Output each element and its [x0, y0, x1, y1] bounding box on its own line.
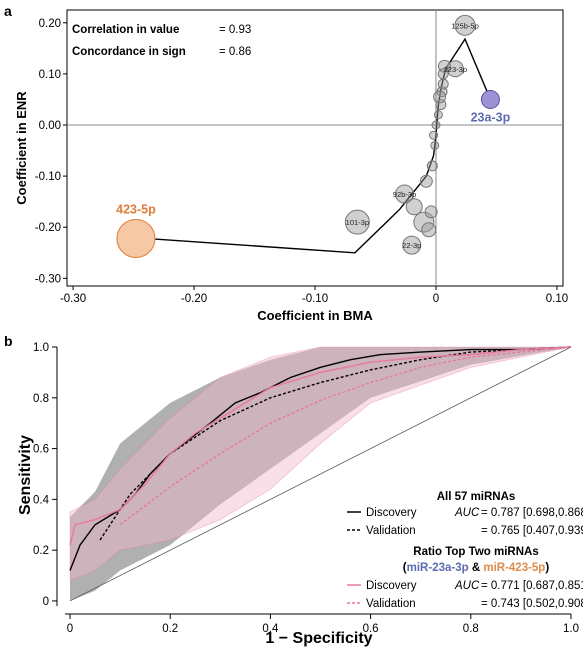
- x-tick-label: 0.10: [546, 293, 568, 305]
- confidence-bands: [69, 346, 572, 601]
- legend-name-validation-ratio: Validation: [366, 598, 416, 610]
- band-ratio_validation: [69, 346, 572, 582]
- legend: All 57 miRNAs Discovery AUC = 0.787 [0.6…: [347, 491, 583, 610]
- legend-auc-label-ratio: AUC: [454, 580, 480, 592]
- roc-panel: 0 0.2 0.4 0.6 0.8 1.0 0 0.2 0.4 0.6 0.8 1.0 1 − Sp…: [17, 342, 583, 647]
- point-label-22-3p: 22-3p: [402, 241, 421, 250]
- point-22-3p: [402, 235, 422, 255]
- legend-auc-label-all: AUC: [454, 507, 480, 519]
- roc-curves: [69, 346, 572, 571]
- stat-concordance-value: = 0.86: [219, 46, 251, 58]
- diagonal-line: [69, 346, 572, 602]
- x-tick-label: 1.0: [563, 623, 579, 635]
- point-unlabeled-13: [429, 130, 439, 140]
- point-label-92b-3p: 92b-3p: [393, 190, 416, 199]
- y-tick-label: 0: [43, 596, 49, 608]
- x-axis-label: Coefficient in BMA: [257, 308, 373, 323]
- y-tick-label: 0.6: [33, 444, 49, 456]
- legend-sub-open: (: [403, 562, 407, 574]
- point-unlabeled-10: [424, 205, 438, 219]
- y-axis-ticks: -0.30 -0.20 -0.10 0.00 0.10 0.20: [35, 18, 67, 285]
- point-92b-3p: [395, 184, 415, 204]
- scatter-panel: 423-5p 23a-3p 101-3p 125b-5p 223-3p 92b-3p 22-…: [14, 9, 568, 323]
- point-125b-5p: [454, 14, 476, 36]
- x-axis-ticks: -0.30 -0.20 -0.10 0 0.10: [60, 286, 568, 305]
- legend-sub-423: miR-423-5p: [483, 562, 545, 574]
- y-tick-label: 0.00: [39, 120, 61, 132]
- legend-auc-discovery-ratio: = 0.771 [0.687,0.851]: [481, 580, 583, 592]
- legend-name-discovery-all: Discovery: [366, 507, 417, 519]
- x-tick-label: -0.20: [181, 293, 207, 305]
- y-axis-label: Coefficient in ENR: [14, 91, 29, 205]
- x-tick-label: 0.2: [162, 623, 178, 635]
- point-unlabeled-12: [426, 160, 438, 172]
- legend-auc-validation-ratio: = 0.743 [0.502,0.908]: [481, 598, 583, 610]
- x-axis-ticks: 0 0.2 0.4 0.6 0.8 1.0: [67, 614, 579, 635]
- point-unlabeled-22: [437, 68, 449, 80]
- curve-ratio-validation: [119, 346, 572, 526]
- trend-line: [145, 37, 492, 254]
- x-tick-label: -0.10: [302, 293, 328, 305]
- legend-group2-subtitle: (miR-23a-3p & miR-423-5p): [403, 562, 550, 574]
- point-unlabeled-9: [421, 222, 437, 238]
- band-all_57_validation: [70, 347, 572, 601]
- point-423-5p: [116, 218, 156, 258]
- legend-auc-validation-all: = 0.765 [0.407,0.939]: [481, 525, 583, 537]
- y-axis-label: Sensitivity: [17, 435, 34, 515]
- point-unlabeled-15: [431, 120, 441, 130]
- point-101-3p: [344, 209, 370, 235]
- panel-label-a: a: [4, 3, 12, 19]
- panel-label-b: b: [4, 333, 13, 349]
- point-unlabeled-16: [433, 110, 443, 120]
- point-label-125b-5p: 125b-5p: [451, 21, 479, 30]
- trend-polyline: [145, 37, 492, 254]
- point-unlabeled-19: [437, 78, 449, 90]
- stat-correlation-value: = 0.93: [219, 24, 251, 36]
- y-tick-label: 0.4: [33, 494, 50, 506]
- y-tick-label: 0.20: [39, 18, 61, 30]
- x-tick-label: 0.4: [262, 623, 279, 635]
- point-label-423-5p: 423-5p: [116, 202, 156, 216]
- x-tick-label: -0.30: [60, 293, 86, 305]
- y-axis-ticks: 0 0.2 0.4 0.6 0.8 1.0: [33, 342, 57, 608]
- legend-name-validation-all: Validation: [366, 525, 416, 537]
- x-tick-label: 0: [433, 293, 439, 305]
- x-tick-label: 0: [67, 623, 73, 635]
- point-label-223-3p: 223-3p: [444, 65, 467, 74]
- legend-auc-discovery-all: = 0.787 [0.698,0.868]: [481, 507, 583, 519]
- point-unlabeled-11: [419, 174, 433, 188]
- y-tick-label: 0.2: [33, 545, 49, 557]
- y-tick-label: -0.10: [35, 171, 61, 183]
- point-23a-3p: [480, 89, 500, 109]
- legend-sub-close: ): [545, 562, 549, 574]
- axes: [56, 347, 571, 615]
- y-tick-label: -0.20: [35, 222, 61, 234]
- point-unlabeled-7: [405, 198, 423, 216]
- y-tick-label: 0.8: [33, 393, 49, 405]
- legend-name-discovery-ratio: Discovery: [366, 580, 417, 592]
- y-tick-label: 0.10: [39, 69, 61, 81]
- x-tick-label: 0.6: [363, 623, 379, 635]
- x-axis-label: 1 − Specificity: [265, 630, 372, 647]
- point-unlabeled-20: [433, 90, 447, 104]
- legend-group1-title: All 57 miRNAs: [437, 491, 516, 503]
- legend-sub-amp: &: [469, 562, 484, 574]
- point-label-23a-3p: 23a-3p: [471, 110, 511, 124]
- point-unlabeled-14: [430, 140, 440, 150]
- stat-correlation-label: Correlation in value: [72, 24, 179, 36]
- curve-all_57-validation: [99, 346, 572, 541]
- legend-sub-23a: miR-23a-3p: [407, 562, 469, 574]
- points: 423-5p 23a-3p 101-3p 125b-5p 223-3p 92b-3p 22-…: [116, 14, 511, 258]
- curve-ratio-discovery: [69, 346, 572, 546]
- point-223-3p: [446, 60, 464, 78]
- reference-lines: [67, 10, 563, 286]
- x-tick-label: 0.8: [463, 623, 479, 635]
- y-tick-label: 1.0: [33, 342, 49, 354]
- chance-diagonal: [69, 346, 572, 602]
- y-tick-label: -0.30: [35, 273, 61, 285]
- stat-concordance-label: Concordance in sign: [72, 46, 186, 58]
- point-label-101-3p: 101-3p: [346, 218, 369, 227]
- legend-group2-title: Ratio Top Two miRNAs: [413, 546, 538, 558]
